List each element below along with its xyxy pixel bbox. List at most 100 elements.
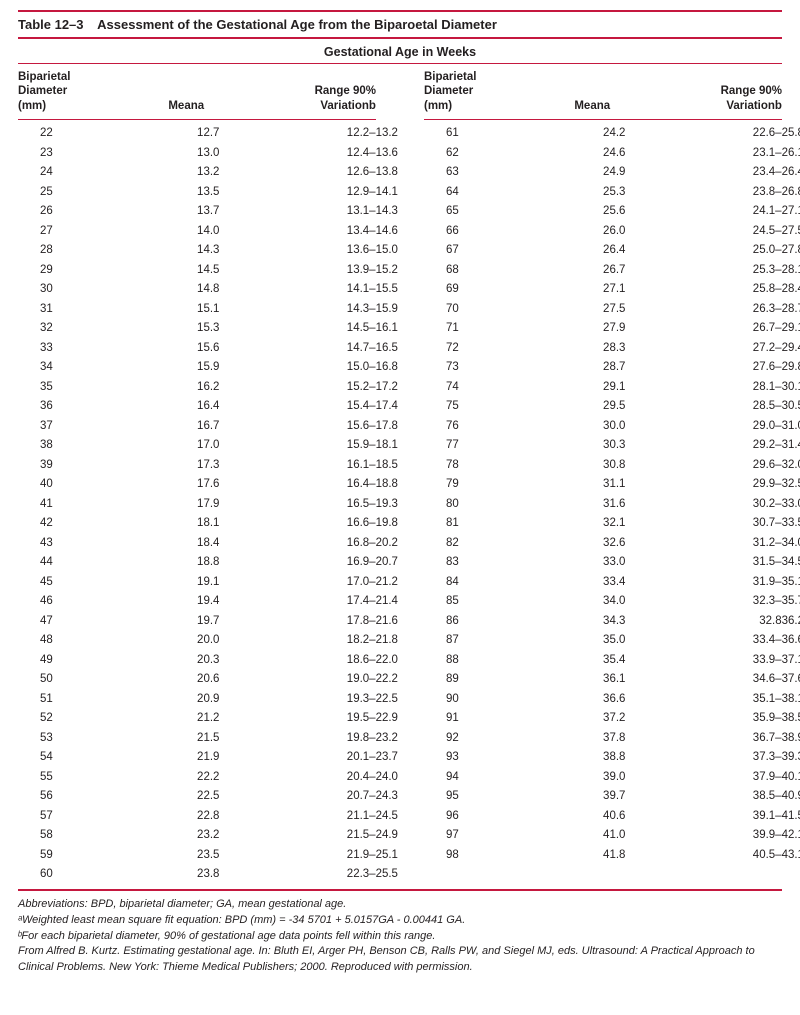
cell-range: 39.1–41.5 [668,811,800,823]
cell-mean: 39.7 [561,791,668,803]
table-row: 3415.915.0–16.8 [18,358,376,378]
cell-bpd: 48 [18,635,155,647]
cell-bpd: 32 [18,323,155,335]
cell-range: 29.6–32.0 [668,460,800,472]
header-mean: Meana [539,99,646,113]
cell-range: 37.3–39.3 [668,752,800,764]
cell-bpd: 77 [424,440,561,452]
table-row: 4318.416.8–20.2 [18,534,376,554]
cell-mean: 31.1 [561,479,668,491]
table-row: 3716.715.6–17.8 [18,417,376,437]
cell-range: 23.1–26.1 [668,148,800,160]
table-row: 9539.738.5–40.9 [424,787,782,807]
cell-mean: 36.1 [561,674,668,686]
rows-right: 6124.222.6–25.86224.623.1–26.16324.923.4… [424,120,782,865]
table-row: 5120.919.3–22.5 [18,690,376,710]
cell-range: 13.6–15.0 [262,245,404,257]
cell-mean: 17.6 [155,479,262,491]
table-row: 3215.314.5–16.1 [18,319,376,339]
table-row: 3014.814.1–15.5 [18,280,376,300]
cell-mean: 20.0 [155,635,262,647]
table-row: 8634.332.836.2 [424,612,782,632]
cell-mean: 26.4 [561,245,668,257]
cell-range: 19.0–22.2 [262,674,404,686]
cell-mean: 17.0 [155,440,262,452]
cell-range: 35.1–38.1 [668,694,800,706]
cell-mean: 20.9 [155,694,262,706]
cell-bpd: 97 [424,830,561,842]
cell-bpd: 78 [424,460,561,472]
cell-range: 31.9–35.1 [668,577,800,589]
table-row: 4719.717.8–21.6 [18,612,376,632]
cell-range: 30.7–33.5 [668,518,800,530]
cell-range: 32.836.2 [668,616,800,628]
cell-bpd: 23 [18,148,155,160]
table-row: 5421.920.1–23.7 [18,748,376,768]
cell-range: 38.5–40.9 [668,791,800,803]
cell-bpd: 92 [424,733,561,745]
cell-range: 13.9–15.2 [262,265,404,277]
cell-bpd: 80 [424,499,561,511]
cell-bpd: 57 [18,811,155,823]
cell-mean: 40.6 [561,811,668,823]
cell-mean: 15.6 [155,343,262,355]
cell-bpd: 36 [18,401,155,413]
cell-mean: 35.0 [561,635,668,647]
cell-mean: 16.2 [155,382,262,394]
table-row: 6124.222.6–25.8 [424,124,782,144]
cell-mean: 16.4 [155,401,262,413]
cell-bpd: 68 [424,265,561,277]
table-group-header: Gestational Age in Weeks [18,39,782,64]
table-row: 9640.639.1–41.5 [424,807,782,827]
cell-mean: 14.0 [155,226,262,238]
cell-range: 18.6–22.0 [262,655,404,667]
table-row: 9036.635.1–38.1 [424,690,782,710]
table-row: 8232.631.2–34.0 [424,534,782,554]
cell-mean: 24.2 [561,128,668,140]
cell-mean: 23.8 [155,869,262,881]
cell-mean: 19.7 [155,616,262,628]
table-row: 8936.134.6–37.6 [424,670,782,690]
cell-range: 31.2–34.0 [668,538,800,550]
cell-range: 29.2–31.4 [668,440,800,452]
table-row: 5823.221.5–24.9 [18,826,376,846]
cell-range: 23.4–26.4 [668,167,800,179]
cell-range: 19.8–23.2 [262,733,404,745]
table-row: 4117.916.5–19.3 [18,495,376,515]
cell-bpd: 35 [18,382,155,394]
cell-bpd: 73 [424,362,561,374]
table-row: 2313.012.4–13.6 [18,144,376,164]
table-row: 5221.219.5–22.9 [18,709,376,729]
table-row: 9237.836.7–38.9 [424,729,782,749]
table-row: 8031.630.2–33.0 [424,495,782,515]
cell-bpd: 40 [18,479,155,491]
cell-mean: 20.6 [155,674,262,686]
table-row: 9338.837.3–39.3 [424,748,782,768]
cell-mean: 14.8 [155,284,262,296]
cell-mean: 23.2 [155,830,262,842]
cell-range: 28.1–30.1 [668,382,800,394]
cell-range: 20.4–24.0 [262,772,404,784]
cell-range: 33.4–36.6 [668,635,800,647]
cell-bpd: 61 [424,128,561,140]
cell-range: 16.5–19.3 [262,499,404,511]
cell-mean: 32.6 [561,538,668,550]
header-mean: Meana [133,99,240,113]
cell-bpd: 87 [424,635,561,647]
cell-bpd: 59 [18,850,155,862]
table-footnotes: Abbreviations: BPD, biparietal diameter;… [18,891,782,977]
cell-mean: 28.7 [561,362,668,374]
cell-range: 15.9–18.1 [262,440,404,452]
table-row: 5522.220.4–24.0 [18,768,376,788]
table-row: 2714.013.4–14.6 [18,222,376,242]
table-row: 4920.318.6–22.0 [18,651,376,671]
cell-range: 15.2–17.2 [262,382,404,394]
cell-bpd: 98 [424,850,561,862]
cell-bpd: 84 [424,577,561,589]
cell-range: 22.6–25.8 [668,128,800,140]
cell-bpd: 74 [424,382,561,394]
table-row: 7630.029.0–31.0 [424,417,782,437]
cell-bpd: 45 [18,577,155,589]
cell-mean: 13.7 [155,206,262,218]
table-row: 3315.614.7–16.5 [18,339,376,359]
